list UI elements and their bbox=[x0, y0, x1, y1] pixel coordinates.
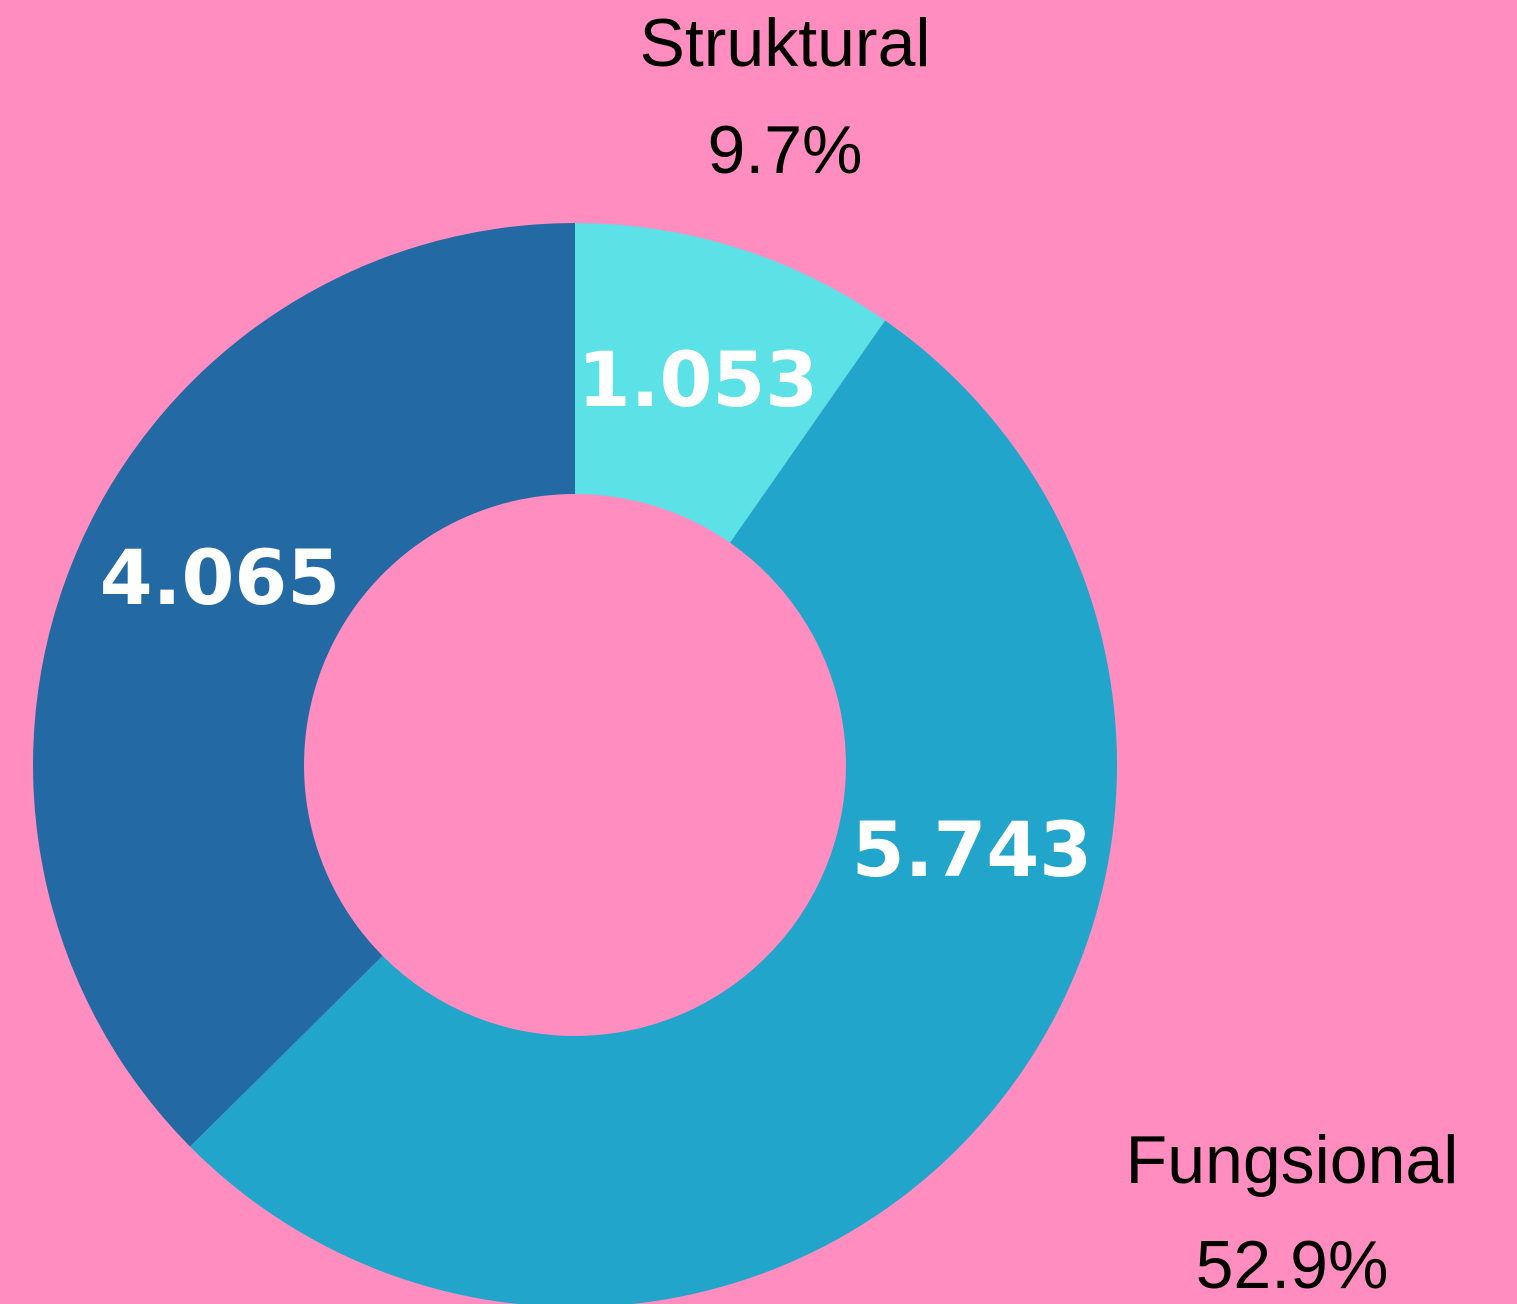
percent-label: 52.9% bbox=[1196, 1227, 1389, 1303]
donut-segment bbox=[575, 223, 886, 543]
category-label: Struktural bbox=[640, 5, 931, 81]
donut-segment bbox=[32, 223, 576, 1147]
category-label: Fungsional bbox=[1126, 1122, 1459, 1198]
percent-label: 9.7% bbox=[708, 112, 863, 188]
data-label: 4.065 bbox=[100, 533, 340, 622]
data-label: 1.053 bbox=[578, 335, 818, 424]
donut-segment bbox=[190, 320, 1118, 1304]
data-label: 5.743 bbox=[852, 805, 1092, 894]
